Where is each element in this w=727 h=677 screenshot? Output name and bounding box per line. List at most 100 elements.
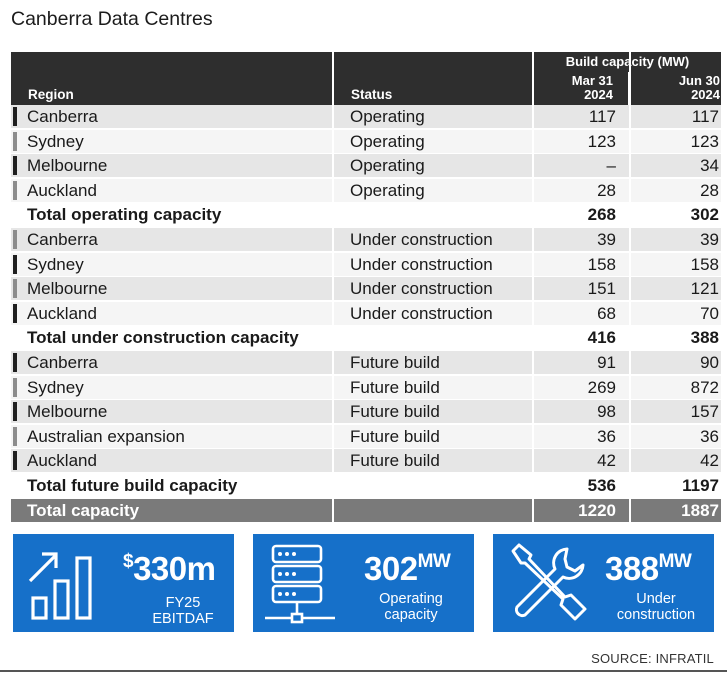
ebitdaf-number: 330m bbox=[133, 550, 216, 587]
status-cell: Future build bbox=[334, 375, 532, 399]
jun30-cell: 157 bbox=[631, 400, 721, 424]
region-cell: Auckland bbox=[11, 178, 332, 202]
total-row: Total under construction capacity 416 388 bbox=[11, 326, 721, 351]
status-label: Under construction bbox=[350, 229, 493, 249]
mar31-cell: 268 bbox=[534, 203, 629, 227]
table-row: Melbourne Under construction 151 121 bbox=[11, 277, 721, 302]
construction-number: 388 bbox=[605, 550, 659, 587]
jun30-cell: 117 bbox=[631, 105, 721, 128]
table-row: Sydney Under construction 158 158 bbox=[11, 252, 721, 278]
region-label: Melbourne bbox=[27, 156, 108, 176]
table-row: Canberra Operating 117 117 bbox=[11, 105, 721, 130]
mar31-value: 117 bbox=[588, 107, 616, 126]
region-cell: Sydney bbox=[11, 375, 332, 399]
jun30-value: 28 bbox=[700, 180, 719, 200]
mar31-cell: 536 bbox=[534, 473, 629, 497]
mar31-cell: 117 bbox=[534, 105, 629, 128]
region-cell: Sydney bbox=[11, 129, 332, 153]
mar31-value: 68 bbox=[597, 303, 616, 323]
header-mar31-2024: Mar 31 2024 bbox=[571, 73, 613, 102]
mar31-cell: 416 bbox=[534, 326, 629, 350]
table-body: Canberra Operating 117 117 Sydney Operating 12… bbox=[11, 105, 721, 523]
region-cell: Melbourne bbox=[11, 400, 332, 424]
mar31-cell: 123 bbox=[534, 129, 629, 153]
jun30-value: 388 bbox=[690, 328, 719, 348]
region-label: Auckland bbox=[27, 180, 97, 200]
region-cell: Sydney bbox=[11, 252, 332, 276]
row-marker bbox=[13, 377, 17, 397]
source-note: SOURCE: INFRATIL bbox=[591, 651, 714, 666]
region-cell: Auckland bbox=[11, 449, 332, 473]
mar31-value: 98 bbox=[597, 402, 616, 422]
table-row: Canberra Future build 91 90 bbox=[11, 350, 721, 376]
jun30-value: 36 bbox=[700, 426, 719, 446]
region-cell: Canberra bbox=[11, 227, 332, 251]
jun30-cell: 70 bbox=[631, 301, 721, 325]
construction-unit: MW bbox=[658, 551, 692, 572]
region-label: Total capacity bbox=[27, 500, 140, 520]
mar31-value: 1220 bbox=[578, 500, 616, 520]
construction-caption: Under construction bbox=[616, 591, 696, 623]
status-cell: Future build bbox=[334, 449, 532, 473]
tools-icon bbox=[511, 543, 587, 621]
header-status: Status bbox=[351, 87, 393, 102]
table-row: Sydney Future build 269 872 bbox=[11, 375, 721, 401]
status-label: Under construction bbox=[350, 303, 493, 323]
mar31-value: 416 bbox=[587, 328, 616, 348]
jun30-value: 70 bbox=[700, 303, 719, 323]
mar31-value: 91 bbox=[597, 352, 616, 372]
bottom-rule bbox=[0, 670, 727, 672]
header-jun-cell: Jun 30 2024 bbox=[631, 52, 721, 105]
jun30-value: 1197 bbox=[682, 475, 719, 495]
ebitdaf-prefix: $ bbox=[123, 551, 134, 572]
status-cell: Operating bbox=[334, 105, 532, 128]
jun30-value: 123 bbox=[690, 131, 719, 151]
region-cell: Total operating capacity bbox=[11, 203, 332, 227]
mar31-cell: 98 bbox=[534, 400, 629, 424]
jun30-cell: 121 bbox=[631, 277, 721, 301]
status-label: Operating bbox=[350, 180, 425, 200]
region-label: Melbourne bbox=[27, 279, 108, 299]
mar31-value: 536 bbox=[587, 475, 616, 495]
region-label: Total future build capacity bbox=[27, 475, 238, 495]
jun30-cell: 42 bbox=[631, 449, 721, 473]
grand-total-row: Total capacity 1220 1887 bbox=[11, 498, 721, 524]
status-cell: Operating bbox=[334, 154, 532, 178]
mar31-cell: 269 bbox=[534, 375, 629, 399]
ebitdaf-value: $330m bbox=[123, 550, 216, 592]
operating-unit: MW bbox=[417, 551, 451, 572]
bar-chart-growth-icon bbox=[28, 552, 92, 620]
status-cell bbox=[334, 326, 532, 350]
table-header: Region Status Mar 31 2024 Jun 30 2024 Buil… bbox=[11, 52, 721, 105]
server-rack-icon bbox=[265, 544, 335, 624]
status-label: Under construction bbox=[350, 254, 493, 274]
capacity-table: Region Status Mar 31 2024 Jun 30 2024 Buil… bbox=[11, 52, 721, 523]
region-label: Melbourne bbox=[27, 402, 108, 422]
region-cell: Canberra bbox=[11, 105, 332, 128]
region-cell: Melbourne bbox=[11, 277, 332, 301]
jun30-value: 302 bbox=[690, 205, 719, 225]
region-label: Canberra bbox=[27, 352, 98, 372]
mar31-value: 39 bbox=[597, 229, 616, 249]
status-cell: Under construction bbox=[334, 301, 532, 325]
row-marker bbox=[13, 156, 17, 176]
status-label: Future build bbox=[350, 402, 440, 422]
mar31-cell: 28 bbox=[534, 178, 629, 202]
page-title: Canberra Data Centres bbox=[11, 8, 213, 30]
region-label: Canberra bbox=[27, 107, 98, 126]
status-label: Future build bbox=[350, 352, 440, 372]
construction-card: 388MW Under construction bbox=[493, 534, 714, 632]
row-marker bbox=[13, 229, 17, 249]
row-marker bbox=[13, 131, 17, 151]
region-cell: Canberra bbox=[11, 350, 332, 374]
status-label: Future build bbox=[350, 377, 440, 397]
region-label: Auckland bbox=[27, 451, 97, 471]
mar31-value: 123 bbox=[587, 131, 616, 151]
table-row: Melbourne Future build 98 157 bbox=[11, 400, 721, 425]
jun30-value: 1887 bbox=[681, 500, 719, 520]
region-label: Total operating capacity bbox=[27, 205, 222, 225]
jun30-cell: 36 bbox=[631, 424, 721, 448]
total-row: Total operating capacity 268 302 bbox=[11, 203, 721, 228]
header-divider bbox=[628, 72, 630, 105]
status-label: Operating bbox=[350, 131, 425, 151]
